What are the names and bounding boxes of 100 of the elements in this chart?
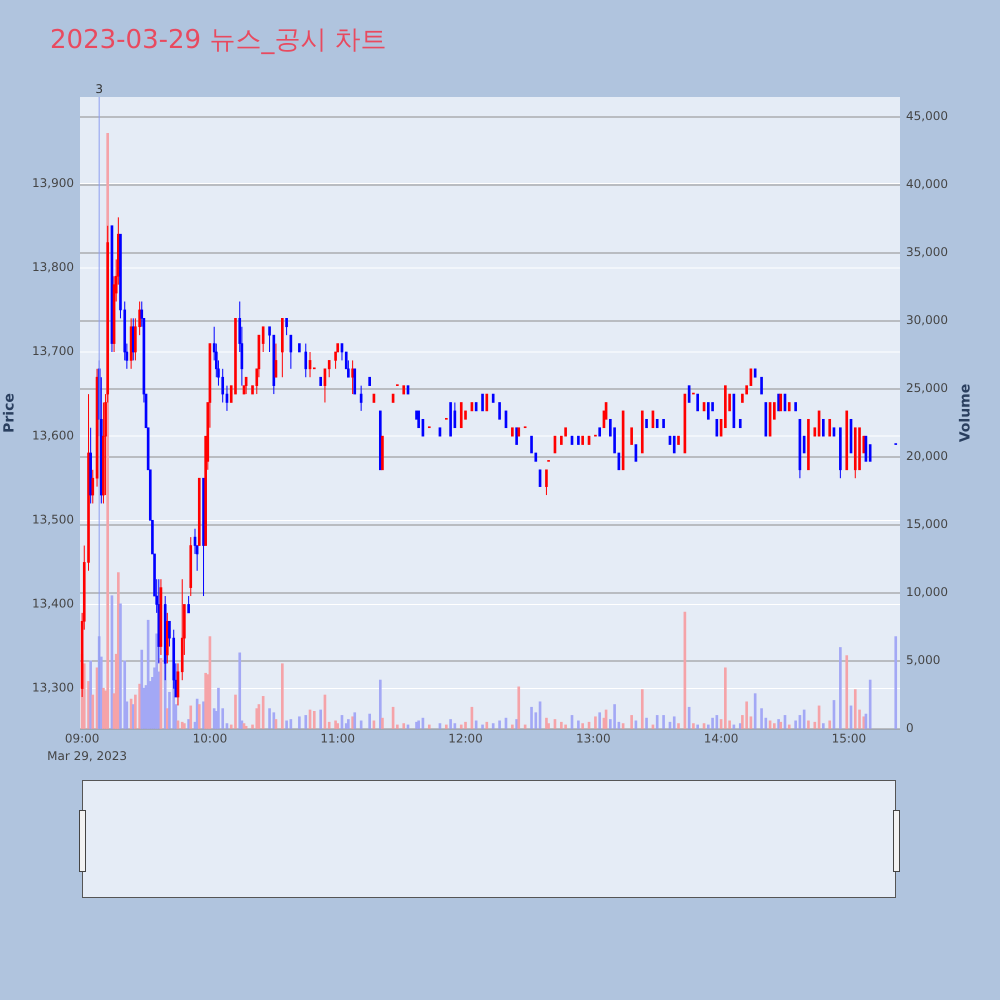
y2-tick-label: 30,000 [906, 313, 948, 328]
bar [645, 718, 648, 729]
bar [832, 700, 836, 729]
candlestick [864, 436, 868, 462]
bar [807, 720, 810, 729]
bar [474, 720, 478, 729]
y-tick-label: 13,400 [32, 596, 74, 611]
candlestick [634, 444, 638, 462]
bar [438, 723, 442, 729]
bar [290, 719, 292, 729]
bar [732, 724, 736, 729]
bar [402, 723, 406, 729]
candlestick [554, 436, 556, 454]
candlestick [656, 418, 659, 428]
bar [460, 724, 463, 729]
bar [470, 706, 474, 729]
y2-tick-label: 40,000 [906, 177, 948, 192]
bar [119, 604, 122, 729]
candlestick [802, 436, 806, 454]
bar [360, 720, 362, 729]
bar [198, 704, 201, 729]
bar [545, 718, 548, 729]
bar [492, 723, 495, 729]
bar [609, 719, 612, 729]
bar [604, 710, 608, 729]
bar [308, 710, 312, 729]
candlestick [672, 436, 676, 454]
bar [415, 722, 418, 729]
bar [134, 694, 137, 729]
bar [818, 706, 820, 729]
bar [656, 715, 659, 729]
bar [298, 716, 301, 729]
bar [554, 719, 556, 729]
bar [652, 724, 654, 729]
bar [662, 715, 665, 729]
bar [577, 720, 580, 729]
bar [202, 701, 205, 729]
y2-tick-label: 0 [906, 721, 914, 736]
y2-tick-label: 45,000 [906, 109, 948, 124]
y-tick-label: 13,300 [32, 680, 74, 695]
bar [372, 720, 376, 729]
bar [741, 715, 744, 729]
candlestick [298, 343, 301, 352]
x-tick-label: 13:00 [576, 731, 611, 746]
candlestick [741, 394, 744, 403]
bar [242, 723, 246, 729]
bar [319, 710, 322, 729]
bar [822, 723, 825, 729]
bar [779, 722, 782, 729]
candlestick [728, 394, 731, 412]
candlestick [807, 418, 810, 470]
y-axis-title: Price [2, 393, 18, 433]
candlestick [392, 394, 394, 403]
bar [564, 724, 567, 729]
bar [613, 704, 616, 729]
bar [839, 647, 842, 729]
bar [640, 689, 644, 729]
candlestick [684, 394, 686, 454]
bar [234, 694, 237, 729]
bar [594, 716, 597, 729]
bar [684, 612, 686, 729]
x-tick-label: 11:00 [320, 731, 356, 746]
bar [262, 696, 264, 729]
y-tick-label: 13,700 [32, 344, 74, 358]
bar [481, 724, 484, 729]
y2-tick-label: 25,000 [906, 381, 948, 396]
bar [570, 715, 574, 729]
y-tick-label: 13,900 [32, 176, 74, 190]
bar [802, 710, 806, 729]
bar [622, 723, 624, 729]
bar [784, 715, 786, 729]
bar [274, 719, 278, 729]
bar [828, 720, 832, 729]
bar [728, 720, 731, 729]
bar [894, 636, 898, 729]
candlestick [381, 436, 384, 470]
bar [677, 723, 680, 729]
x-tick-label: 10:00 [192, 731, 228, 746]
candlestick [738, 418, 742, 428]
bar [217, 688, 220, 729]
bar [454, 723, 456, 729]
bar [96, 667, 98, 729]
bar [392, 706, 394, 729]
bar [530, 706, 533, 729]
x-tick-label: 15:00 [832, 731, 866, 746]
candlestick [485, 394, 488, 412]
bar [110, 595, 114, 729]
bar [324, 694, 326, 729]
bar [504, 718, 508, 729]
bar [449, 719, 452, 729]
bar [498, 720, 501, 729]
bar [711, 718, 714, 729]
y-tick-label: 13,600 [32, 428, 74, 442]
bar [340, 715, 344, 729]
text: Mar 29, 2023 [47, 749, 128, 764]
y2-tick-label: 5,000 [906, 653, 940, 668]
bar [850, 706, 852, 729]
bar [312, 710, 316, 729]
bar [760, 708, 763, 729]
bar [768, 720, 772, 729]
